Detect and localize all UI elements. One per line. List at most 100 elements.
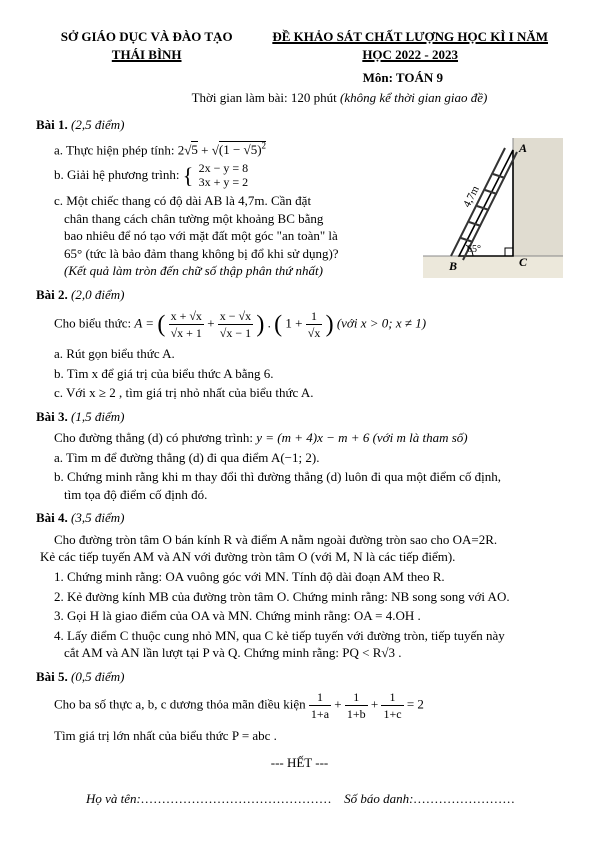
p5-l2: Tìm giá trị lớn nhất của biểu thức P = a… (54, 727, 563, 745)
p1-c-l2: chân thang cách chân tường một khoảng BC… (64, 210, 415, 228)
p1-b-prefix: b. Giải hệ phương trình: (54, 166, 183, 181)
id-label: Số báo danh: (344, 791, 413, 806)
p5-f2: 1 1+b (345, 689, 368, 722)
p1-body: a. Thực hiện phép tính: 2√5 + √(1 − √5)2… (36, 138, 563, 280)
p5-f1n: 1 (309, 689, 331, 706)
p5-l1: Cho ba số thực a, b, c dương thỏa mãn đi… (54, 689, 563, 722)
plus-icon: + (371, 697, 382, 712)
p5-points: (0,5 điểm) (71, 669, 124, 684)
p2-frac2: x − √x √x − 1 (218, 308, 253, 341)
p3-l1b: y = (m + 4)x − m + 6 (256, 430, 369, 445)
p3-l1a: Cho đường thẳng (d) có phương trình: (54, 430, 256, 445)
p2-frac1: x + √x √x + 1 (169, 308, 204, 341)
p3-l1c: (với m là tham số) (373, 430, 468, 445)
problem-4: Bài 4. (3,5 điểm) (36, 509, 563, 527)
p2-t2-den: √x − 1 (218, 325, 253, 341)
p2-title: Bài 2. (36, 287, 68, 302)
id-field: Số báo danh:........................ (344, 790, 515, 808)
problem-2: Bài 2. (2,0 điểm) (36, 286, 563, 304)
name-dots: ........................................… (141, 791, 332, 806)
ground-rect (423, 256, 563, 278)
wall-rect (513, 138, 563, 256)
label-B: B (448, 259, 457, 273)
right-angle (505, 248, 513, 256)
brace-icon: { (183, 163, 194, 188)
problem-3: Bài 3. (1,5 điểm) (36, 408, 563, 426)
label-len: 4,7m (461, 183, 482, 209)
p3-a: a. Tìm m để đường thẳng (d) đi qua điểm … (54, 449, 563, 467)
p3-b2: tìm tọa độ điểm cố định đó. (64, 486, 563, 504)
p1-title: Bài 1. (36, 117, 68, 132)
p2-b: b. Tìm x để giá trị của biểu thức A bằng… (54, 365, 563, 383)
p5-f2d: 1+b (345, 706, 368, 722)
plus-icon: + (334, 697, 345, 712)
p1-a-prefix: a. Thực hiện phép tính: (54, 142, 178, 157)
p5-f2n: 1 (345, 689, 368, 706)
time-line: Thời gian làm bài: 120 phút (không kể th… (116, 89, 563, 107)
p1-figure: A B C 4,7m 65° (423, 138, 563, 280)
p4-l2: Kẻ các tiếp tuyến AM và AN với đường trò… (40, 548, 563, 566)
p4-i2: 2. Kẻ đường kính MB của đường tròn tâm O… (54, 588, 563, 606)
p1-a: a. Thực hiện phép tính: 2√5 + √(1 − √5)2 (54, 140, 415, 159)
p4-points: (3,5 điểm) (71, 510, 124, 525)
p5-f3: 1 1+c (381, 689, 403, 722)
p2-expr: Cho biểu thức: A = ( x + √x √x + 1 + x −… (54, 308, 563, 341)
org-line1: SỞ GIÁO DỤC VÀ ĐÀO TẠO (36, 28, 257, 46)
rparen1-icon: ) (256, 311, 264, 337)
p5-f1: 1 1+a (309, 689, 331, 722)
p2-intro: Cho biểu thức: (54, 315, 134, 330)
p4-title: Bài 4. (36, 510, 68, 525)
p2-points: (2,0 điểm) (71, 287, 124, 302)
p2-t2-num: x − √x (218, 308, 253, 325)
p1-b: b. Giải hệ phương trình: { 2x − y = 8 3x… (54, 161, 415, 191)
p2-t3-num: 1 (306, 308, 323, 325)
p5-eq2: = 2 (407, 697, 424, 712)
p5-f3n: 1 (381, 689, 403, 706)
p3-l1: Cho đường thẳng (d) có phương trình: y =… (54, 429, 563, 447)
subject: Môn: TOÁN 9 (36, 69, 563, 87)
p1-c-l1: c. Một chiếc thang có độ dài AB là 4,7m.… (54, 192, 415, 210)
lparen1-icon: ( (157, 311, 165, 337)
lparen2-icon: ( (274, 311, 282, 337)
p3-points: (1,5 điểm) (71, 409, 124, 424)
p5-title: Bài 5. (36, 669, 68, 684)
p1-text-col: a. Thực hiện phép tính: 2√5 + √(1 − √5)2… (36, 138, 415, 280)
p1-b-eq2: 3x + y = 2 (199, 175, 249, 189)
p1-c-l5: (Kết quả làm tròn đến chữ số thập phân t… (64, 262, 415, 280)
label-ang: 65° (467, 244, 481, 255)
p5-f3d: 1+c (381, 706, 403, 722)
p4-i4a: 4. Lấy điểm C thuộc cung nhỏ MN, qua C k… (54, 627, 563, 645)
problem-1: Bài 1. (2,5 điểm) (36, 116, 563, 134)
p2-Aeq: A = (134, 315, 154, 330)
p5-f1d: 1+a (309, 706, 331, 722)
p2-t1-den: √x + 1 (169, 325, 204, 341)
p4-i3: 3. Gọi H là giao điểm của OA và MN. Chứn… (54, 607, 563, 625)
time-prefix: Thời gian làm bài: 120 phút (192, 90, 337, 105)
ladder-diagram: A B C 4,7m 65° (423, 138, 563, 278)
label-A: A (518, 141, 527, 155)
signature-row: Họ và tên:..............................… (36, 790, 563, 808)
rparen2-icon: ) (326, 311, 334, 337)
p4-l1: Cho đường tròn tâm O bán kính R và điểm … (54, 531, 563, 549)
p1-c-l4: 65° (tức là bảo đảm thang không bị đổ kh… (64, 245, 415, 263)
id-dots: ........................ (413, 791, 515, 806)
p4-i4b: cắt AM và AN lần lượt tại P và Q. Chứng … (64, 644, 563, 662)
p1-system: 2x − y = 8 3x + y = 2 (199, 161, 249, 190)
p1-c-line1: c. Một chiếc thang có độ dài AB là 4,7m.… (54, 193, 311, 208)
p2-t3-pre: 1 + (285, 315, 305, 330)
name-label: Họ và tên: (86, 791, 141, 806)
org-line2: THÁI BÌNH (36, 46, 257, 64)
p2-t1-num: x + √x (169, 308, 204, 325)
p1-c-l3: bao nhiêu để nó tạo với mặt đất một góc … (64, 227, 415, 245)
exam-title: ĐỀ KHẢO SÁT CHẤT LƯỢNG HỌC KÌ I NĂM HỌC … (257, 28, 563, 63)
label-C: C (519, 255, 528, 269)
ladder-rail1 (451, 148, 505, 256)
p2-c: c. Với x ≥ 2 , tìm giá trị nhỏ nhất của … (54, 384, 563, 402)
problem-5: Bài 5. (0,5 điểm) (36, 668, 563, 686)
time-note: (không kể thời gian giao đề) (337, 90, 488, 105)
p2-t3-den: √x (306, 325, 323, 341)
p1-points: (2,5 điểm) (71, 117, 124, 132)
p3-title: Bài 3. (36, 409, 68, 424)
end-marker: --- HẾT --- (36, 754, 563, 772)
p3-b1: b. Chứng minh rằng khi m thay đổi thì đư… (54, 468, 563, 486)
